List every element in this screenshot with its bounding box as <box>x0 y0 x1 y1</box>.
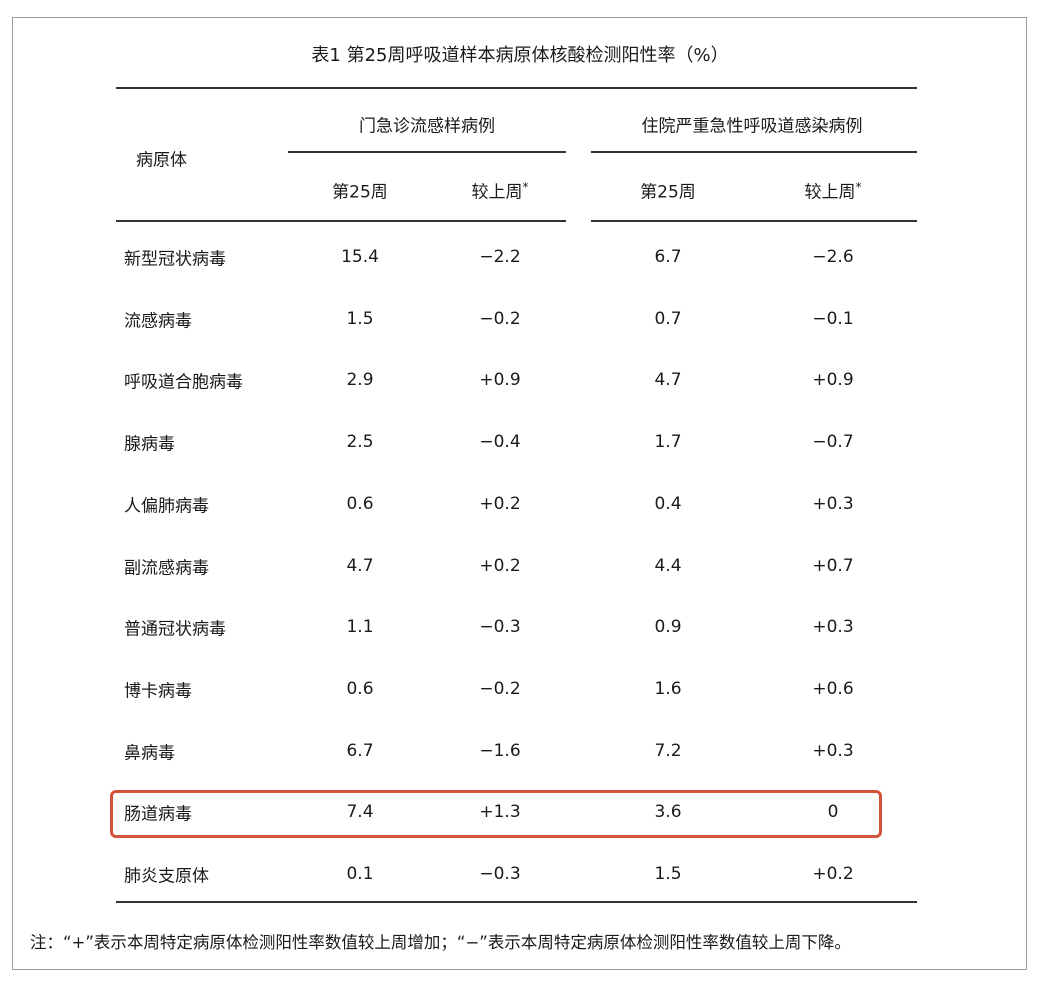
pathogen-name: 博卡病毒 <box>124 681 192 702</box>
header-ip-change: 较上周* <box>804 179 862 203</box>
pathogen-name: 肠道病毒 <box>124 804 192 825</box>
header-group-inpatient: 住院严重急性呼吸道感染病例 <box>641 116 863 137</box>
cell-ip-week: 0.4 <box>654 493 682 514</box>
cell-op-week: 0.6 <box>346 678 374 699</box>
pathogen-name: 呼吸道合胞病毒 <box>124 372 243 393</box>
cell-ip-week: 0.7 <box>654 308 682 329</box>
cell-op-change: −0.4 <box>479 432 521 453</box>
pathogen-name: 新型冠状病毒 <box>124 249 226 270</box>
cell-ip-change: −0.7 <box>812 432 854 453</box>
cell-ip-week: 3.6 <box>654 802 682 823</box>
cell-ip-week: 4.4 <box>654 555 682 576</box>
cell-op-week: 2.9 <box>346 370 374 391</box>
cell-ip-week: 1.6 <box>654 678 682 699</box>
cell-ip-week: 1.5 <box>654 864 682 884</box>
cell-op-week: 7.4 <box>346 802 374 823</box>
group2-rule <box>591 151 917 153</box>
cell-op-change: +0.2 <box>479 555 521 576</box>
cell-op-change: +0.9 <box>479 370 521 391</box>
cell-op-week: 2.5 <box>346 432 374 453</box>
cell-ip-change: −0.1 <box>812 308 854 329</box>
cell-ip-week: 4.7 <box>654 370 682 391</box>
cell-op-week: 1.1 <box>346 617 374 638</box>
header-pathogen: 病原体 <box>136 150 187 171</box>
cell-op-week: 0.6 <box>346 493 374 514</box>
cell-op-week: 15.4 <box>341 247 379 267</box>
highlight-box <box>110 790 882 838</box>
cell-op-week: 4.7 <box>346 555 374 576</box>
cell-ip-change: 0 <box>827 802 839 823</box>
group1-rule <box>288 151 566 153</box>
cell-op-week: 0.1 <box>346 864 374 884</box>
cell-op-change: −0.2 <box>479 308 521 329</box>
cell-ip-week: 1.7 <box>654 432 682 453</box>
cell-op-change: +1.3 <box>479 802 521 823</box>
cell-op-change: −2.2 <box>479 247 521 267</box>
cell-ip-change: +0.3 <box>812 493 854 514</box>
pathogen-name: 副流感病毒 <box>124 558 209 578</box>
header-op-week: 第25周 <box>332 182 388 203</box>
cell-ip-week: 0.9 <box>654 617 682 638</box>
cell-ip-change: +0.7 <box>812 555 854 576</box>
pathogen-name: 腺病毒 <box>124 434 175 455</box>
cell-ip-week: 6.7 <box>654 247 682 267</box>
pathogen-name: 肺炎支原体 <box>124 866 209 887</box>
cell-op-change: +0.2 <box>479 493 521 514</box>
table-frame <box>12 17 1027 970</box>
pathogen-name: 普通冠状病毒 <box>124 619 226 640</box>
top-rule <box>116 87 917 89</box>
header-group-outpatient: 门急诊流感样病例 <box>359 116 495 137</box>
cell-ip-change: +0.3 <box>812 617 854 638</box>
cell-ip-change: −2.6 <box>812 247 854 267</box>
table-title: 表1 第25周呼吸道样本病原体核酸检测阳性率（%） <box>311 45 729 66</box>
header-op-change: 较上周* <box>471 179 529 203</box>
cell-op-change: −1.6 <box>479 740 521 761</box>
cell-op-week: 1.5 <box>346 308 374 329</box>
pathogen-name: 鼻病毒 <box>124 743 175 764</box>
cell-ip-change: +0.2 <box>812 864 854 884</box>
footnote: 注：“+”表示本周特定病原体检测阳性率数值较上周增加；“−”表示本周特定病原体检… <box>30 933 851 952</box>
cell-ip-change: +0.9 <box>812 370 854 391</box>
pathogen-name: 人偏肺病毒 <box>124 496 209 517</box>
cell-op-change: −0.2 <box>479 678 521 699</box>
cell-op-week: 6.7 <box>346 740 374 761</box>
header-rule-right <box>591 220 917 222</box>
cell-ip-change: +0.3 <box>812 740 854 761</box>
header-ip-week: 第25周 <box>640 182 696 203</box>
pathogen-name: 流感病毒 <box>124 311 192 332</box>
cell-op-change: −0.3 <box>479 617 521 638</box>
header-rule-left <box>116 220 566 222</box>
bottom-rule <box>116 901 917 903</box>
cell-op-change: −0.3 <box>479 864 521 884</box>
cell-ip-change: +0.6 <box>812 678 854 699</box>
cell-ip-week: 7.2 <box>654 740 682 761</box>
